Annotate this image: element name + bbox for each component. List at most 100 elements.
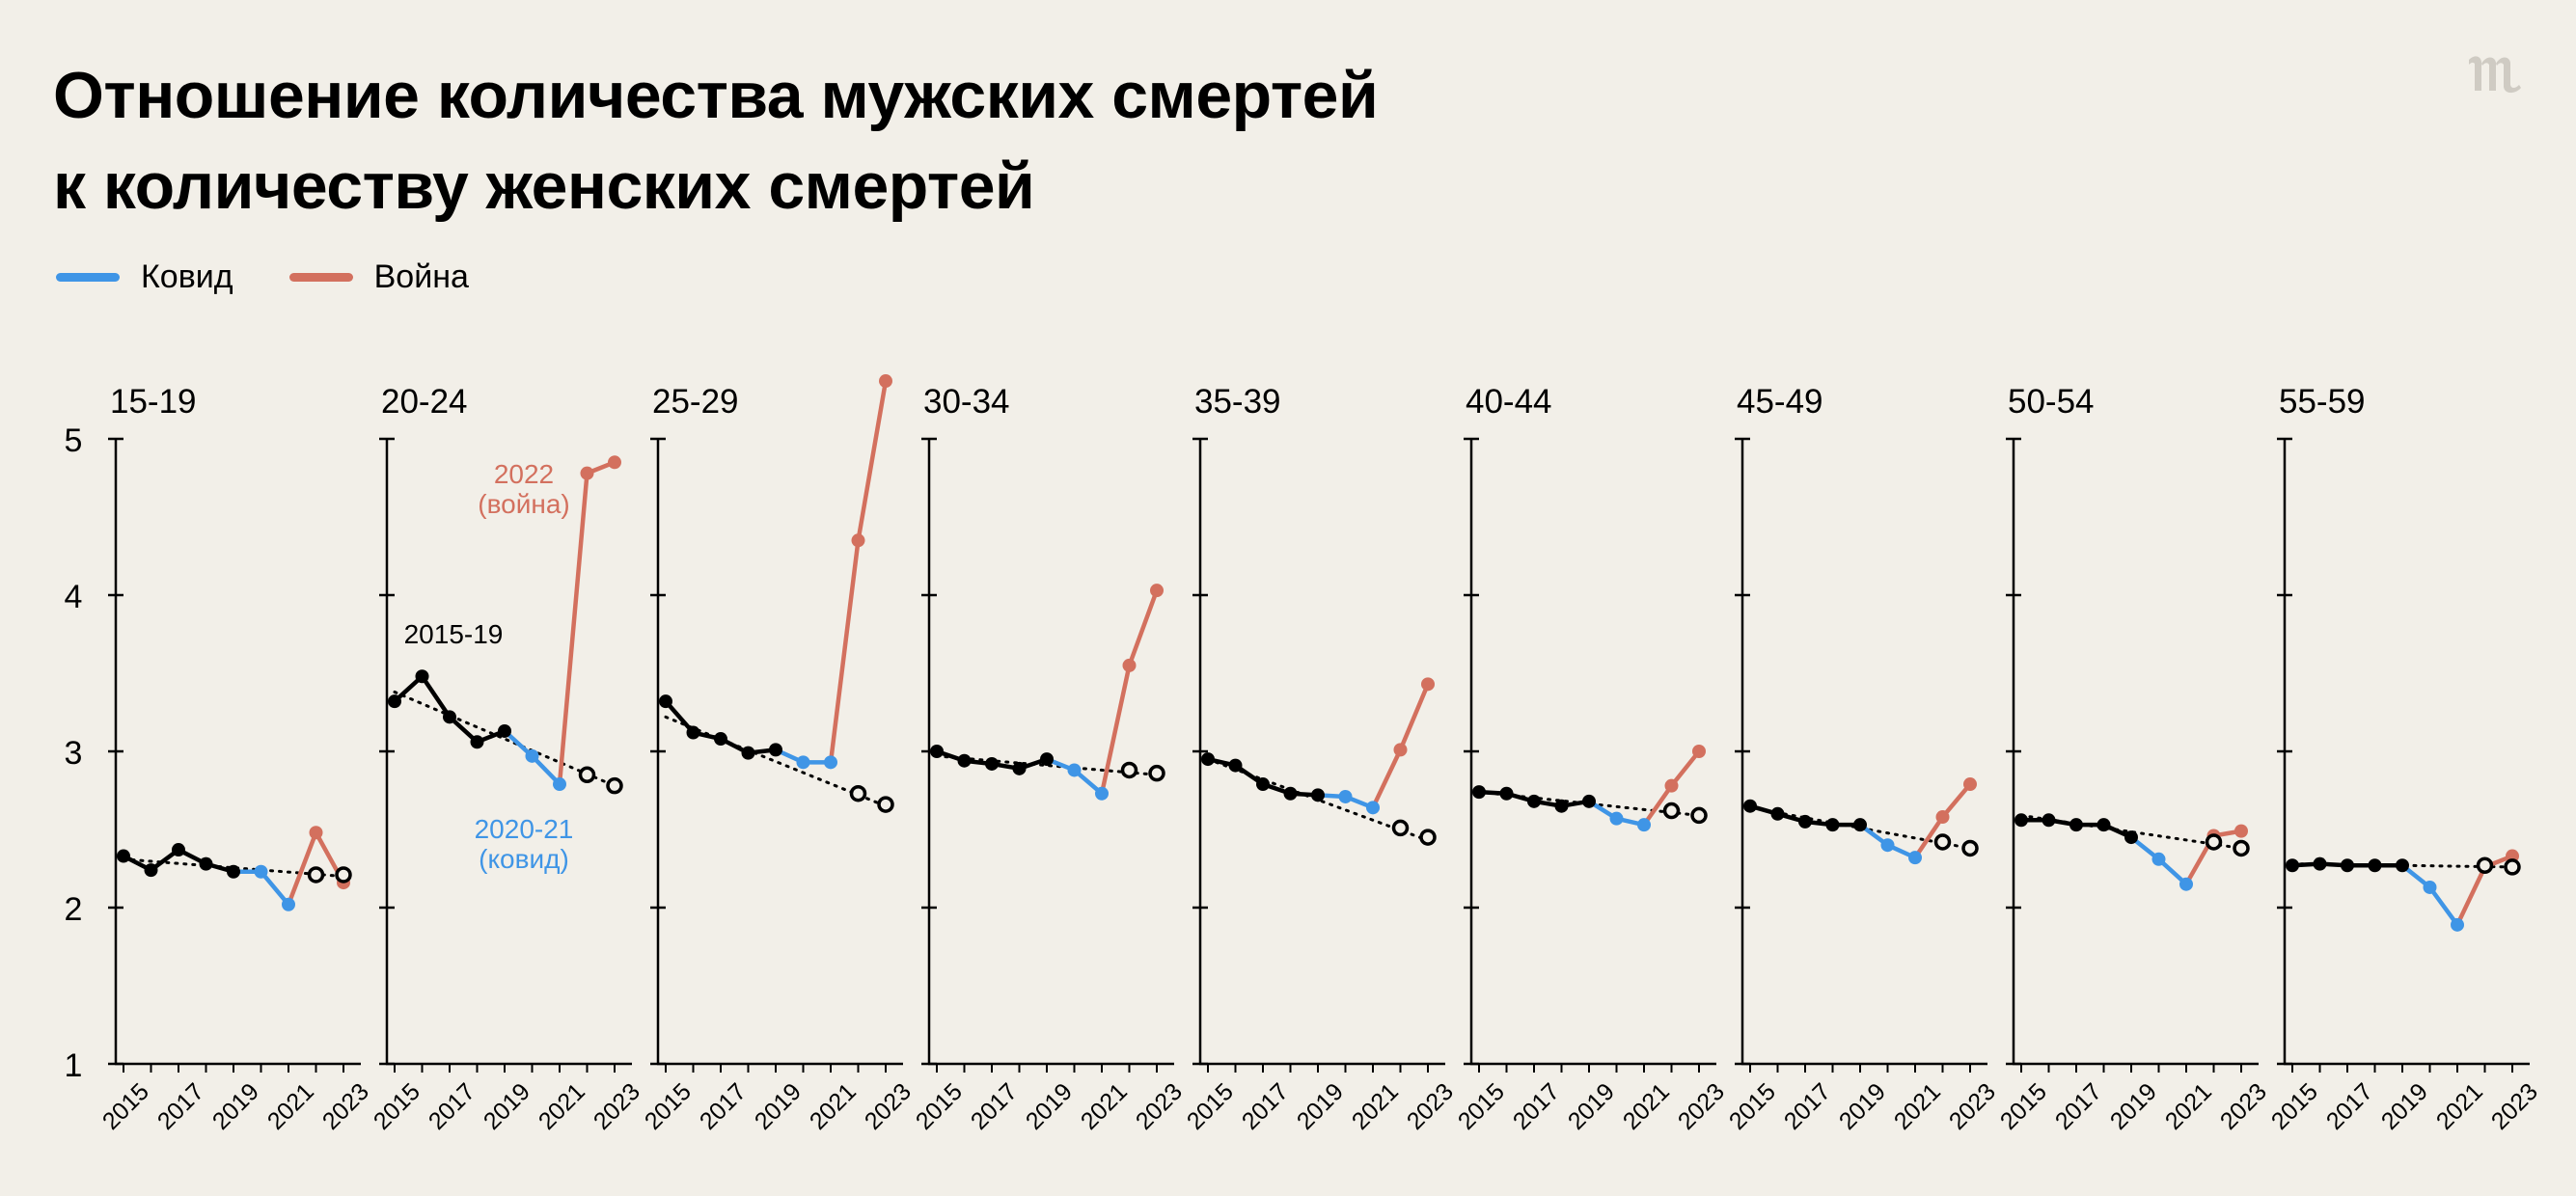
y-tick-label: 3	[65, 735, 83, 772]
x-tick-label: 2017	[966, 1078, 1023, 1135]
x-tick-label: 2017	[424, 1078, 480, 1135]
baseline-point	[117, 849, 130, 863]
baseline-point	[172, 843, 185, 857]
baseline-point	[985, 756, 999, 771]
panel-label: 15-19	[110, 383, 197, 421]
baseline-point	[144, 863, 158, 878]
war-point	[580, 466, 594, 480]
x-tick-label: 2017	[695, 1078, 752, 1135]
x-tick-label: 2017	[1508, 1078, 1565, 1135]
baseline-point	[714, 732, 727, 747]
annotation-covid-line-2: (ковид)	[479, 844, 569, 874]
baseline-point	[1743, 799, 1757, 813]
baseline-point	[2069, 818, 2083, 832]
x-tick-label: 2023	[2486, 1078, 2543, 1135]
expected-point	[1690, 806, 1708, 825]
covid-point	[1338, 789, 1353, 803]
y-tick-label: 5	[65, 422, 83, 459]
baseline-point	[2042, 813, 2056, 828]
covid-point	[1067, 763, 1082, 777]
legend-swatch-covid	[56, 273, 120, 282]
covid-point	[1095, 786, 1109, 801]
war-point	[1664, 778, 1679, 793]
x-tick-label: 2019	[479, 1078, 535, 1135]
baseline-point	[957, 753, 972, 768]
covid-point	[553, 777, 566, 792]
war-point	[879, 374, 892, 389]
baseline-point	[199, 856, 213, 871]
war-point	[1963, 777, 1977, 792]
covid-point	[1637, 818, 1651, 832]
x-tick-label: 2015	[1453, 1078, 1510, 1135]
baseline-point	[2341, 858, 2354, 873]
war-point	[1935, 810, 1950, 825]
covid-point	[282, 897, 295, 911]
x-tick-label: 2019	[207, 1078, 264, 1135]
x-tick-label: 2021	[2160, 1078, 2217, 1135]
annotation-war-line-1: 2022	[494, 459, 554, 489]
baseline-point	[388, 694, 401, 709]
baseline-point	[1472, 785, 1486, 800]
baseline-point	[415, 669, 429, 684]
annotation-war-line-2: (война)	[478, 489, 569, 519]
expected-point	[1961, 839, 1979, 857]
expected-point	[606, 776, 623, 795]
baseline-point	[1798, 814, 1812, 829]
covid-series-line	[2400, 863, 2459, 927]
panel-label: 55-59	[2279, 383, 2366, 421]
panel-label: 30-34	[923, 383, 1010, 421]
trend-line	[935, 754, 1159, 776]
x-tick-label: 2017	[152, 1078, 209, 1135]
baseline-point	[1012, 761, 1027, 775]
panel-label: 45-49	[1737, 383, 1823, 421]
covid-point	[2451, 917, 2464, 932]
x-tick-label: 2015	[640, 1078, 697, 1135]
expected-point	[307, 866, 325, 883]
baseline-point	[443, 710, 456, 724]
expected-point	[1419, 829, 1437, 846]
y-tick-label: 1	[65, 1047, 83, 1084]
baseline-point	[2096, 818, 2111, 832]
covid-point	[525, 748, 539, 763]
meduza-logo-icon	[2469, 56, 2521, 94]
baseline-series-line	[393, 673, 506, 745]
legend-swatch-war	[288, 273, 353, 282]
chart-title: Отношение количества мужских смертей к к…	[53, 50, 1379, 231]
baseline-point	[2286, 858, 2299, 873]
expected-point	[1662, 802, 1681, 820]
war-point	[1421, 677, 1435, 692]
x-tick-label: 2019	[1021, 1078, 1078, 1135]
x-tick-label: 2017	[1237, 1078, 1294, 1135]
baseline-point	[2396, 858, 2409, 873]
war-point	[309, 826, 323, 840]
x-tick-label: 2023	[1944, 1078, 2001, 1135]
baseline-point	[1770, 806, 1785, 821]
legend-label-war: Война	[373, 258, 469, 295]
chart-title-line-2: к количеству женских смертей	[53, 150, 1035, 223]
x-tick-label: 2015	[97, 1078, 154, 1135]
war-point	[851, 533, 865, 548]
baseline-point	[2124, 830, 2138, 845]
x-tick-label: 2021	[1618, 1078, 1675, 1135]
x-tick-label: 2015	[369, 1078, 425, 1135]
chart-legend: Ковид Война	[56, 258, 525, 296]
x-tick-label: 2017	[2050, 1078, 2107, 1135]
expected-point	[335, 866, 352, 883]
x-tick-label: 2023	[860, 1078, 917, 1135]
x-tick-label: 2019	[2376, 1078, 2433, 1135]
x-tick-label: 2023	[2215, 1078, 2272, 1135]
baseline-point	[227, 864, 240, 879]
x-tick-label: 2015	[1724, 1078, 1781, 1135]
baseline-point	[2313, 856, 2327, 871]
x-tick-label: 2019	[1292, 1078, 1349, 1135]
x-tick-label: 2017	[1779, 1078, 1836, 1135]
annotation-baseline: 2015-19	[404, 619, 504, 649]
legend-item-war: Война	[288, 258, 469, 296]
war-point	[608, 455, 621, 470]
x-tick-label: 2023	[317, 1078, 374, 1135]
x-tick-label: 2021	[1347, 1078, 1404, 1135]
x-tick-label: 2019	[1563, 1078, 1620, 1135]
baseline-point	[930, 745, 944, 758]
x-tick-label: 2021	[534, 1078, 590, 1135]
war-series-line	[828, 380, 889, 763]
